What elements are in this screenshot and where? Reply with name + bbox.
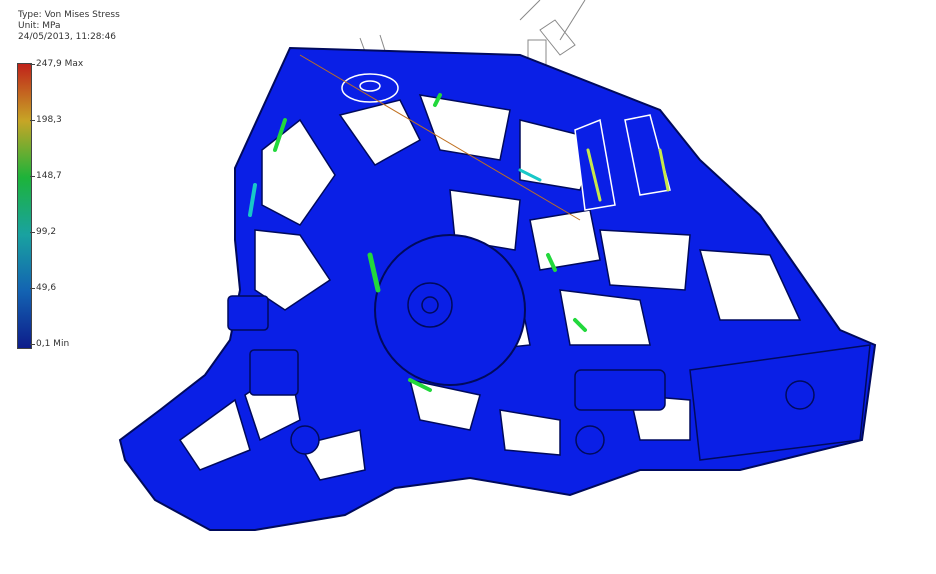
legend-tick: [30, 344, 35, 345]
top-lugs: [574, 114, 671, 211]
legend-level-99: 99,2: [36, 227, 57, 237]
unit-label: Unit: MPa: [18, 21, 61, 31]
frame-body: [118, 46, 877, 531]
disc-center: [421, 296, 439, 314]
result-type-label: Type: Von Mises Stress: [18, 10, 120, 20]
legend-tick: [30, 288, 35, 289]
legend-tick: [30, 232, 35, 233]
legend-level-148: 148,7: [36, 171, 62, 181]
stress-legend-header: Type: Von Mises Stress Unit: MPa 24/05/2…: [18, 10, 120, 43]
color-scale-bar: [17, 63, 32, 349]
mount-brackets: [227, 295, 815, 455]
timestamp-label: 24/05/2013, 11:28:46: [18, 32, 117, 42]
top-edge-line: [299, 54, 581, 221]
legend-level-min: 0,1 Min: [36, 339, 70, 349]
legend-tick: [30, 176, 35, 177]
right-box: [689, 344, 871, 461]
top-ring-inner: [359, 80, 381, 92]
stress-hotspots: [248, 93, 670, 392]
legend-level-49: 49,6: [36, 283, 57, 293]
legend-tick: [30, 120, 35, 121]
legend-tick: [30, 64, 35, 65]
legend-level-198: 198,3: [36, 115, 62, 125]
legend-level-max: 247,9 Max: [36, 59, 84, 69]
